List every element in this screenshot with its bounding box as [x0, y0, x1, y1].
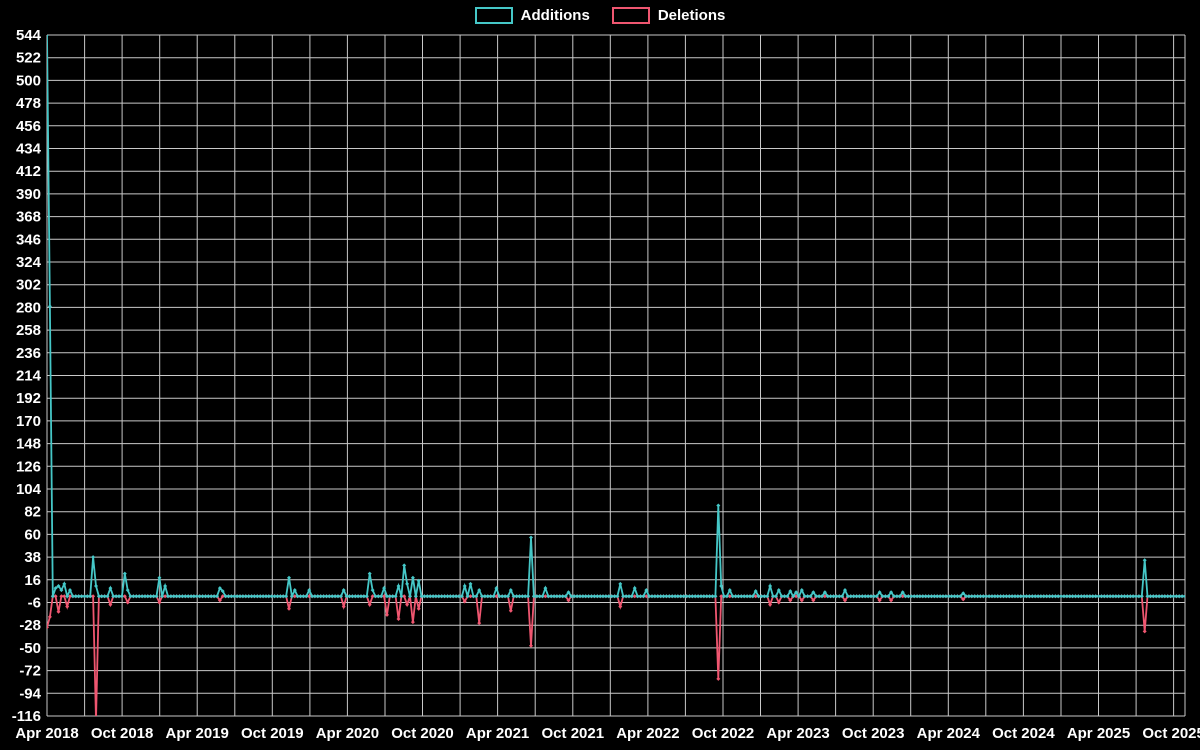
y-tick-label: 258: [16, 322, 41, 339]
legend-item-additions[interactable]: Additions: [474, 7, 590, 24]
y-tick-label: 500: [16, 72, 41, 89]
y-tick-label: 434: [16, 141, 42, 158]
legend-label-additions: Additions: [520, 7, 590, 24]
x-tick-label: Oct 2018: [91, 725, 154, 742]
y-tick-label: 412: [16, 163, 41, 180]
x-tick-label: Apr 2025: [1067, 725, 1130, 742]
x-tick-label: Oct 2020: [391, 725, 454, 742]
x-axis-labels: Apr 2018 Oct 2018 Apr 2019 Oct 2019 Apr 2020…: [15, 725, 1200, 742]
y-tick-label: 60: [24, 526, 41, 543]
x-tick-label: Apr 2019: [166, 725, 229, 742]
y-tick-label: -6: [28, 595, 41, 612]
additions-series-swatch: [474, 7, 513, 24]
x-tick-label: Oct 2021: [542, 725, 605, 742]
y-tick-label: 192: [16, 390, 41, 407]
y-tick-label: 126: [16, 458, 41, 475]
y-tick-label: 478: [16, 95, 41, 112]
y-tick-label: 280: [16, 299, 41, 316]
y-tick-label: -50: [19, 640, 41, 657]
legend-item-deletions[interactable]: Deletions: [611, 7, 726, 24]
y-tick-label: 302: [16, 277, 41, 294]
y-tick-label: -94: [19, 685, 41, 702]
x-tick-label: Apr 2023: [766, 725, 829, 742]
x-tick-label: Apr 2022: [616, 725, 679, 742]
y-tick-label: -116: [12, 708, 41, 725]
y-axis-labels: 544 522 500 478 456 434 412 390 368 346 324 302 280 2…: [12, 27, 42, 725]
x-tick-label: Apr 2021: [466, 725, 529, 742]
x-tick-label: Oct 2019: [241, 725, 304, 742]
x-tick-label: Apr 2018: [15, 725, 78, 742]
y-tick-label: 38: [24, 549, 41, 566]
y-tick-label: 82: [24, 504, 41, 521]
chart-legend: Additions Deletions: [0, 7, 1200, 24]
y-tick-label: 390: [16, 186, 41, 203]
series-additions: [47, 35, 1185, 600]
y-tick-label: 324: [16, 254, 42, 271]
deletions-markers: [47, 594, 1185, 681]
y-tick-label: 368: [16, 209, 41, 226]
y-tick-label: 104: [16, 481, 42, 498]
y-tick-label: 214: [16, 368, 42, 385]
x-tick-label: Oct 2025: [1142, 725, 1200, 742]
y-tick-label: -28: [19, 617, 41, 634]
y-tick-label: 236: [16, 345, 41, 362]
x-tick-label: Apr 2020: [316, 725, 379, 742]
y-tick-label: 170: [16, 413, 41, 430]
y-tick-label: 522: [16, 50, 41, 67]
y-tick-label: 346: [16, 231, 41, 248]
gridlines: [46, 34, 1186, 717]
series-deletions: [47, 594, 1185, 716]
additions-markers: [47, 35, 1185, 599]
y-tick-label: 16: [24, 572, 41, 589]
y-tick-label: 544: [16, 27, 42, 44]
y-tick-label: 456: [16, 118, 41, 135]
y-tick-label: -72: [19, 663, 41, 680]
y-tick-label: 148: [16, 436, 41, 453]
x-tick-label: Apr 2024: [917, 725, 981, 742]
legend-label-deletions: Deletions: [657, 7, 726, 24]
deletions-series-swatch: [611, 7, 650, 24]
x-tick-label: Oct 2023: [842, 725, 905, 742]
x-tick-label: Oct 2024: [992, 725, 1055, 742]
x-tick-label: Oct 2022: [692, 725, 755, 742]
